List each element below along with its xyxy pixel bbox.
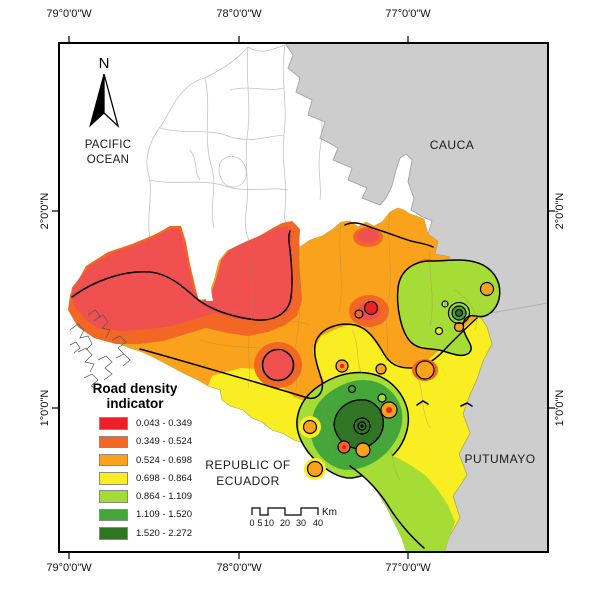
north-arrow-label: N (99, 55, 110, 72)
legend-row: 0.524 - 0.698 (99, 453, 196, 467)
legend-swatch-class7 (99, 527, 128, 540)
latitude-label-right-2n: 2°0'0"N (554, 192, 566, 230)
legend-row: 0.349 - 0.524 (99, 435, 196, 449)
legend-swatch-class6 (99, 508, 128, 522)
municipal-boundaries-colored (159, 211, 477, 481)
longitude-label-bottom-78w: 78°0'0"W (216, 562, 262, 574)
legend: Road density indicator 0.043 - 0.349 0.3… (74, 381, 196, 545)
red-patch-north (357, 229, 379, 243)
density-zone-yellowgreen-ne (396, 259, 501, 357)
legend-swatch-class5 (99, 490, 128, 503)
municipal-boundaries-nodata (146, 44, 356, 243)
legend-row: 0.864 - 1.109 (99, 490, 196, 503)
scale-tick-40: 40 (313, 518, 323, 528)
legend-swatch-class1 (99, 417, 128, 430)
density-rings (299, 281, 495, 480)
latitude-label-left-2n: 2°0'0"N (39, 192, 51, 230)
pacific-ocean-label-line2: OCEAN (87, 154, 129, 166)
ecuador-label-line1: REPUBLIC OF (205, 458, 291, 472)
legend-title: Road density indicator (74, 381, 196, 411)
cauca-label: CAUCA (430, 138, 475, 152)
pacific-ocean-label-line1: PACIFIC (85, 139, 132, 151)
point-symbols (416, 400, 473, 407)
longitude-label-top-78w: 78°0'0"W (216, 8, 262, 20)
scale-bar-line (251, 507, 319, 516)
legend-range-class3: 0.524 - 0.698 (136, 454, 192, 466)
longitude-label-top-79w: 79°0'0"W (46, 8, 92, 20)
scale-bar: 0 5 10 20 30 40 Km (249, 507, 337, 528)
legend-range-class2: 0.349 - 0.524 (136, 436, 192, 448)
legend-range-class7: 1.520 - 2.272 (136, 527, 192, 539)
scale-tick-5: 5 (257, 518, 262, 528)
north-arrow: N (89, 55, 120, 129)
density-bullseye-southwest (353, 417, 371, 435)
putumayo-label: PUTUMAYO (464, 452, 535, 466)
scale-tick-30: 30 (296, 518, 306, 528)
ecuador-label-line2: ECUADOR (216, 474, 280, 488)
legend-rows: 0.043 - 0.349 0.349 - 0.524 0.524 - 0.69… (74, 417, 196, 540)
legend-swatch-class4 (99, 472, 128, 485)
legend-row: 0.043 - 0.349 (99, 417, 196, 430)
longitude-label-bottom-79w: 79°0'0"W (46, 562, 92, 574)
legend-range-class6: 1.109 - 1.520 (136, 509, 192, 521)
map-frame (58, 42, 549, 553)
legend-title-line2: indicator (106, 396, 164, 411)
scale-unit-label: Km (322, 507, 337, 518)
density-bullseye-northeast (447, 301, 471, 325)
scale-tick-0: 0 (249, 518, 254, 528)
nodata-notch (196, 240, 213, 301)
legend-range-class1: 0.043 - 0.349 (136, 418, 192, 429)
density-zone-yellowgreen-tail (304, 440, 455, 552)
latitude-label-left-1n: 1°0'0"N (39, 389, 51, 427)
longitude-label-bottom-77w: 77°0'0"W (385, 562, 431, 574)
density-zone-red (72, 226, 293, 331)
legend-swatch-class3 (99, 453, 128, 467)
legend-row: 1.520 - 2.272 (99, 527, 196, 540)
legend-title-line1: Road density (92, 381, 178, 396)
scale-tick-20: 20 (280, 518, 290, 528)
legend-range-class5: 0.864 - 1.109 (136, 491, 192, 503)
coastal-channels-sketch (69, 309, 131, 391)
legend-row: 1.109 - 1.520 (99, 508, 196, 522)
legend-swatch-class2 (99, 435, 128, 449)
legend-range-class4: 0.698 - 0.864 (136, 472, 192, 484)
road-density-surface (68, 207, 501, 552)
north-arrow-right-half (103, 73, 120, 129)
legend-row: 0.698 - 0.864 (99, 472, 196, 485)
scale-tick-10: 10 (264, 518, 274, 528)
longitude-label-top-77w: 77°0'0"W (385, 8, 431, 20)
graticule-ticks (52, 36, 555, 559)
red-hotspot-contour (261, 348, 295, 382)
latitude-label-right-1n: 1°0'0"N (554, 389, 566, 427)
